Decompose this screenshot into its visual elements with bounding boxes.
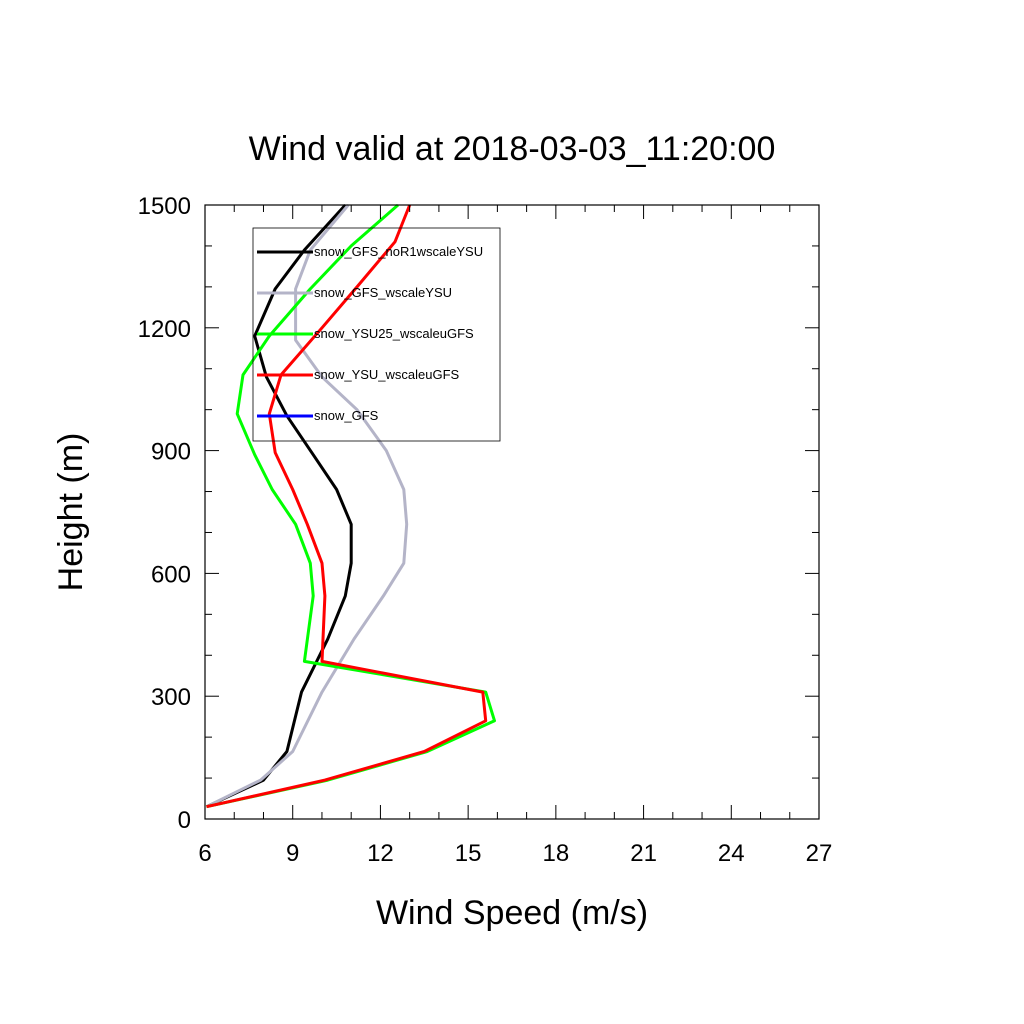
legend: snow_GFS_noR1wscaleYSU snow_GFS_wscaleYSU… <box>252 227 501 442</box>
x-tick-label: 24 <box>718 840 745 867</box>
series-line-0 <box>205 203 353 809</box>
series-line-1 <box>205 204 409 809</box>
series-line-3 <box>206 204 488 809</box>
x-tick-label: 27 <box>806 840 833 867</box>
x-axis-title: Wind Speed (m/s) <box>376 894 648 932</box>
legend-label: snow_YSU25_wscaleuGFS <box>314 326 474 341</box>
series-line-2 <box>206 203 496 809</box>
x-tick-label: 6 <box>198 840 211 867</box>
y-tick-label: 600 <box>151 561 191 588</box>
y-tick-label: 900 <box>151 439 191 466</box>
y-tick-label: 0 <box>178 807 191 834</box>
x-tick-label: 18 <box>543 840 570 867</box>
legend-box <box>252 227 501 442</box>
legend-label: snow_GFS_wscaleYSU <box>314 285 452 300</box>
y-axis: 0 300 600 900 1200 1500 <box>138 193 819 834</box>
y-axis-title: Height (m) <box>52 433 90 592</box>
chart-title: Wind valid at 2018-03-03_11:20:00 <box>249 130 776 168</box>
x-axis: 6 9 12 15 18 21 24 27 <box>198 205 832 867</box>
x-tick-label: 12 <box>367 840 394 867</box>
y-tick-label: 1200 <box>138 316 191 343</box>
x-tick-label: 9 <box>286 840 299 867</box>
legend-label: snow_GFS <box>314 408 379 423</box>
y-tick-label: 1500 <box>138 193 191 220</box>
plot-frame <box>204 204 820 820</box>
x-tick-label: 15 <box>455 840 482 867</box>
legend-label: snow_GFS_noR1wscaleYSU <box>314 244 483 259</box>
y-tick-label: 300 <box>151 684 191 711</box>
legend-label: snow_YSU_wscaleuGFS <box>314 367 460 382</box>
plot-lines <box>205 203 496 809</box>
x-tick-label: 21 <box>630 840 657 867</box>
